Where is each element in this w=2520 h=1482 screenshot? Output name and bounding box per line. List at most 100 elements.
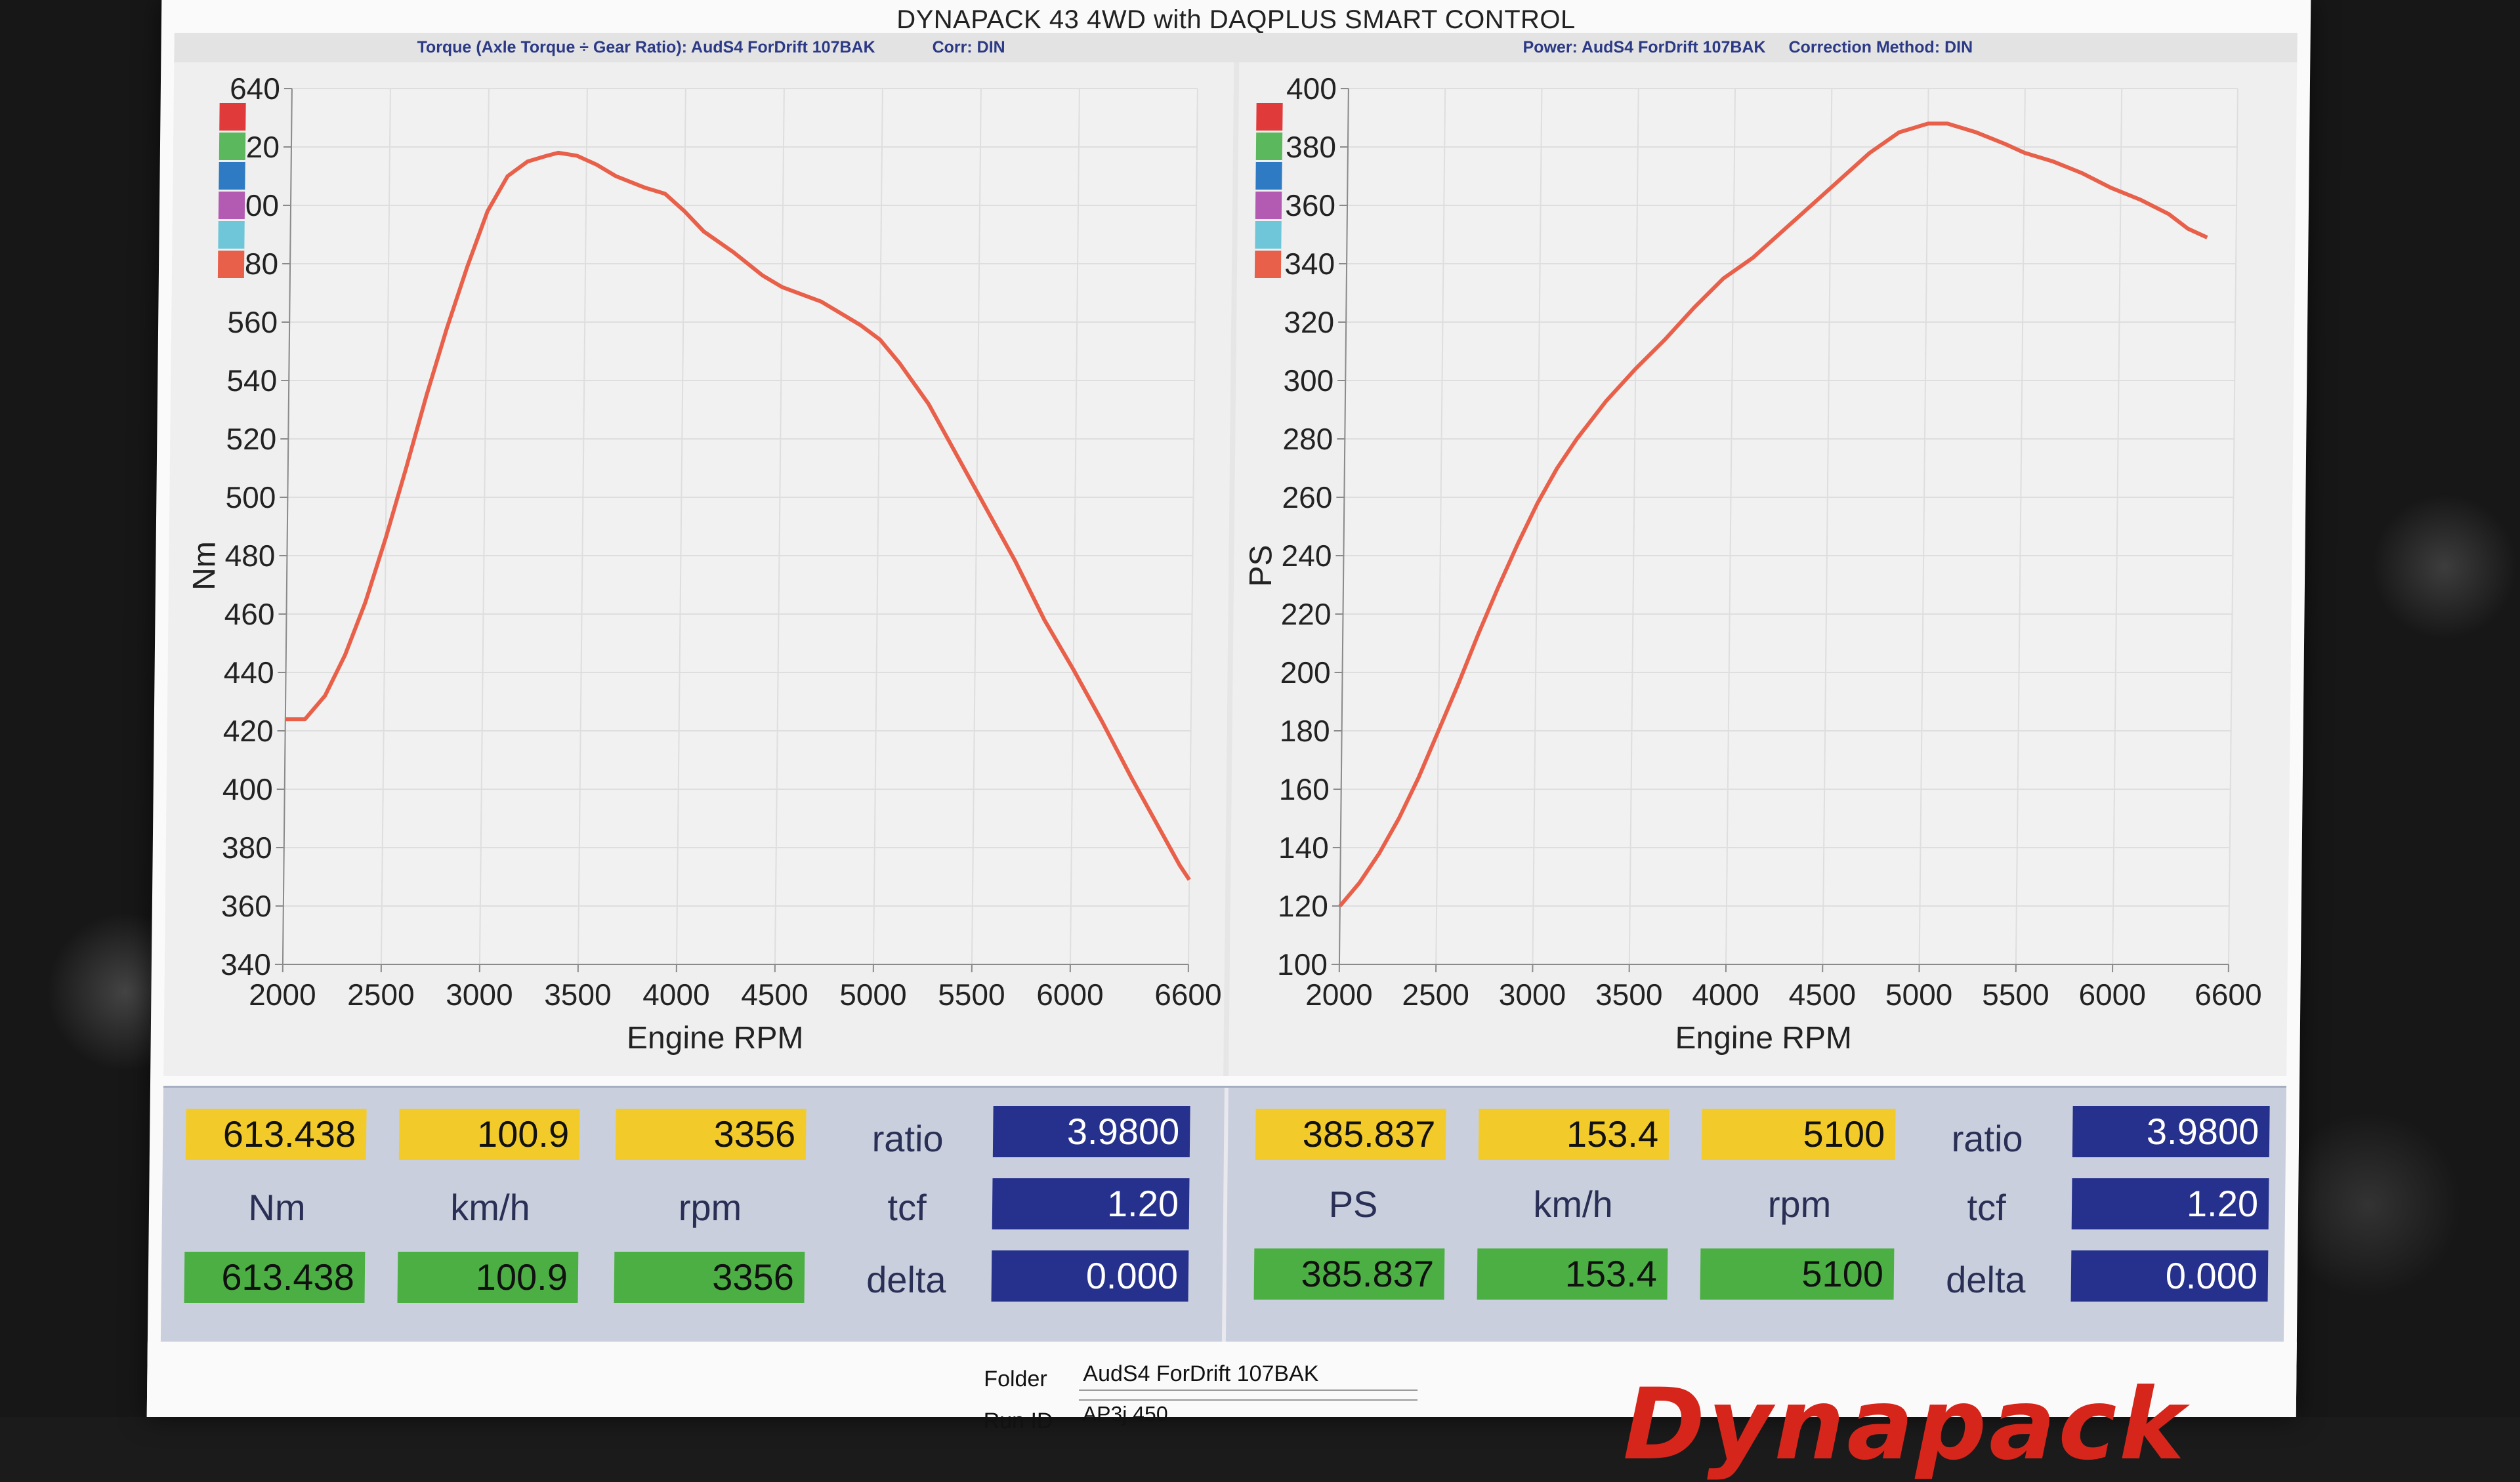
dyno-report-sheet: DYNAPACK 43 4WD with DAQPLUS SMART CONTR… (147, 0, 2311, 1417)
torque-live-value: 613.438 (186, 1109, 367, 1160)
param-tcf-value-left: 1.20 (992, 1178, 1190, 1229)
power-ytick-label-3: 160 (1279, 772, 1330, 806)
unit-rpm-left: rpm (635, 1186, 786, 1229)
power-xtick-label-1: 2500 (1402, 978, 1469, 1012)
power-xtick-label-4: 4000 (1692, 978, 1759, 1012)
power-ytick-label-4: 180 (1280, 714, 1330, 748)
torque-xtick-label-3: 3500 (544, 978, 612, 1012)
power-ytick-label-5: 200 (1280, 655, 1331, 690)
power-legend-swatch-4 (1255, 221, 1281, 249)
power-legend-swatch-2 (1255, 162, 1282, 190)
torque-legend-swatch-3 (219, 192, 245, 219)
report-footer: Folder AudS4 ForDrift 107BAK Run ID AP3j… (147, 1342, 2297, 1417)
unit-rpm-right: rpm (1724, 1183, 1876, 1225)
torque-xtick-label-5: 4500 (741, 978, 808, 1012)
torque-y-axis-title: Nm (187, 541, 222, 590)
power-ytick-label-7: 240 (1281, 539, 1332, 573)
torque-ytick-label-15: 640 (230, 72, 280, 106)
torque-ytick-label-5: 440 (224, 655, 274, 690)
torque-ytick-label-9: 520 (226, 422, 276, 456)
power-live-value: 385.837 (1255, 1109, 1446, 1160)
speed-live-value-right: 153.4 (1479, 1109, 1670, 1160)
power-xtick-label-5: 4500 (1788, 978, 1856, 1012)
rpm-live-value-left: 3356 (616, 1109, 807, 1160)
torque-xtick-label-6: 5000 (839, 978, 907, 1012)
param-ratio-value-right: 3.9800 (2072, 1106, 2270, 1157)
torque-xtick-label-4: 4000 (642, 978, 710, 1012)
power-ytick-label-13: 360 (1285, 188, 1335, 222)
power-correction: Correction Method: DIN (1788, 38, 1973, 57)
torque-ytick-label-0: 340 (220, 947, 271, 981)
rpm-peak-value-right: 5100 (1700, 1248, 1895, 1300)
dynapack-logo: Dynapack (1623, 1368, 2188, 1482)
power-ytick-label-8: 260 (1282, 480, 1332, 514)
power-ytick-label-2: 140 (1278, 831, 1329, 865)
param-delta-label-right: delta (1920, 1258, 2052, 1301)
panel-separator (1223, 62, 1239, 1076)
torque-xtick-label-8: 6000 (1036, 978, 1104, 1012)
power-xtick-label-7: 5500 (1982, 978, 2049, 1012)
torque-ytick-label-2: 380 (222, 831, 272, 865)
power-xtick-label-2: 3000 (1499, 978, 1566, 1012)
power-legend-swatch-5 (1255, 251, 1281, 278)
rpm-live-value-right: 5100 (1702, 1109, 1896, 1160)
unit-ps: PS (1278, 1183, 1429, 1225)
param-delta-value-right: 0.000 (2071, 1250, 2269, 1302)
param-tcf-label-right: tcf (1921, 1186, 2053, 1229)
param-ratio-label-left: ratio (842, 1117, 974, 1160)
power-xtick-label-8: 6000 (2078, 978, 2146, 1012)
rpm-peak-value-left: 3356 (614, 1252, 805, 1303)
readout-divider (1222, 1088, 1228, 1344)
folder-label: Folder (984, 1367, 1047, 1392)
unit-kmh-left: km/h (415, 1186, 566, 1229)
param-delta-label-left: delta (841, 1258, 973, 1301)
torque-xtick-label-2: 3000 (446, 978, 513, 1012)
torque-plot-area (283, 89, 1198, 964)
torque-xtick-label-0: 2000 (249, 978, 316, 1012)
torque-header: Torque (Axle Torque ÷ Gear Ratio): AudS4… (417, 38, 875, 57)
report-title: DYNAPACK 43 4WD with DAQPLUS SMART CONTR… (161, 5, 2311, 35)
unit-nm: Nm (201, 1186, 353, 1229)
torque-xtick-label-1: 2500 (347, 978, 415, 1012)
run-id-field: AP3j 450 (1079, 1399, 1418, 1427)
power-ytick-label-15: 400 (1286, 72, 1337, 106)
torque-ytick-label-4: 420 (223, 714, 274, 748)
power-plot-area (1339, 89, 2238, 964)
power-ytick-label-14: 380 (1286, 130, 1336, 164)
torque-legend-swatch-1 (219, 133, 245, 160)
power-ytick-label-10: 300 (1283, 363, 1334, 398)
torque-x-axis-title: Engine RPM (627, 1021, 804, 1056)
torque-correction: Corr: DIN (932, 38, 1005, 57)
torque-ytick-label-7: 480 (224, 539, 275, 573)
run-id-label: Run ID (983, 1409, 1053, 1434)
torque-legend-swatch-4 (218, 221, 244, 249)
power-peak-value: 385.837 (1254, 1248, 1445, 1300)
power-xtick-label-3: 3500 (1595, 978, 1663, 1012)
folder-field: AudS4 ForDrift 107BAK (1079, 1358, 1418, 1391)
power-ytick-label-6: 220 (1280, 597, 1331, 631)
power-y-axis-title: PS (1244, 545, 1279, 587)
unit-kmh-right: km/h (1498, 1183, 1649, 1225)
torque-ytick-label-6: 460 (224, 597, 274, 631)
param-delta-value-left: 0.000 (992, 1250, 1189, 1302)
power-ytick-label-1: 120 (1278, 889, 1328, 923)
torque-legend-swatch-5 (218, 251, 244, 278)
param-tcf-value-right: 1.20 (2072, 1178, 2269, 1229)
param-ratio-value-left: 3.9800 (993, 1106, 1190, 1157)
speed-peak-value-left: 100.9 (398, 1252, 579, 1303)
chart-header-bar: Torque (Axle Torque ÷ Gear Ratio): AudS4… (174, 33, 2297, 64)
power-legend-swatch-0 (1256, 103, 1282, 131)
param-tcf-label-left: tcf (841, 1186, 973, 1229)
speed-peak-value-right: 153.4 (1477, 1248, 1668, 1300)
dyno-charts: 3403603804004204404604805005205405605806… (163, 62, 2297, 1076)
torque-ytick-label-10: 540 (226, 363, 277, 398)
power-ytick-label-0: 100 (1277, 947, 1328, 981)
torque-xtick-label-9: 6600 (1154, 978, 1222, 1012)
torque-xtick-label-7: 5500 (938, 978, 1005, 1012)
power-header: Power: AudS4 ForDrift 107BAK (1522, 38, 1765, 57)
torque-ytick-label-11: 560 (227, 305, 278, 339)
torque-ytick-label-3: 400 (222, 772, 273, 806)
speed-live-value-left: 100.9 (399, 1109, 580, 1160)
torque-legend-swatch-0 (219, 103, 245, 131)
